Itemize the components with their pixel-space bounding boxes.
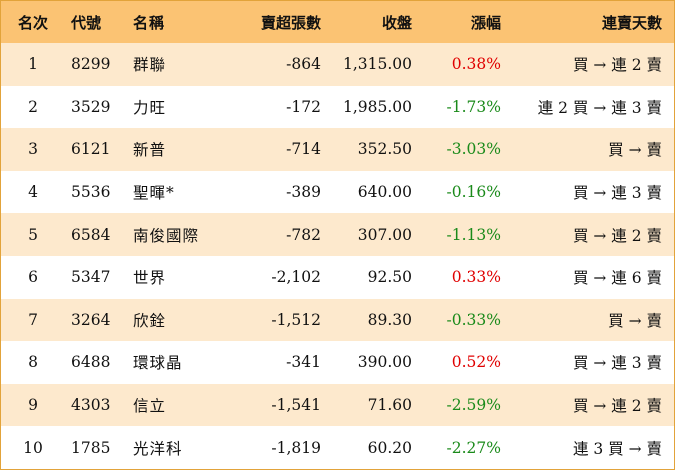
cell-change: -0.16%	[446, 183, 501, 202]
cell-close: 640.00	[357, 183, 412, 202]
cell-net-sell: -341	[286, 353, 321, 372]
table-row: 2 3529 力旺 -172 1,985.00 -1.73% 連 2 買 → 連 3 賣	[1, 85, 674, 129]
cell-rank: 6	[28, 268, 38, 287]
table-row: 5 6584 南俊國際 -782 307.00 -1.13% 買 → 連 2 賣	[1, 213, 674, 256]
cell-rank: 1	[28, 55, 38, 74]
cell-code: 4303	[71, 396, 111, 415]
cell-rank: 9	[28, 396, 38, 415]
cell-change: 0.52%	[451, 353, 501, 372]
cell-close: 60.20	[367, 438, 412, 457]
cell-rank: 7	[28, 310, 38, 329]
cell-rank: 8	[28, 353, 38, 372]
cell-rank: 2	[28, 97, 38, 116]
table-row: 8 6488 環球晶 -341 390.00 0.52% 買 → 連 3 賣	[1, 341, 674, 384]
cell-code: 3529	[71, 97, 111, 116]
cell-rank: 5	[28, 225, 38, 244]
cell-code: 5536	[71, 183, 111, 202]
cell-name: 群聯	[133, 56, 167, 75]
cell-change: -0.33%	[446, 310, 501, 329]
cell-net-sell: -1,819	[271, 438, 321, 457]
cell-streak: 買 → 連 2 賣	[572, 226, 662, 245]
cell-streak: 買 → 連 3 賣	[572, 354, 662, 373]
table-row: 3 6121 新普 -714 352.50 -3.03% 買 → 賣	[1, 128, 674, 171]
cell-name: 欣銓	[133, 311, 167, 330]
table-row: 7 3264 欣銓 -1,512 89.30 -0.33% 買 → 賣	[1, 298, 674, 342]
cell-net-sell: -389	[286, 183, 321, 202]
cell-streak: 買 → 連 3 賣	[572, 184, 662, 203]
cell-close: 1,985.00	[342, 97, 412, 116]
cell-streak: 買 → 連 6 賣	[572, 269, 662, 288]
cell-streak: 連 2 買 → 連 3 賣	[537, 98, 662, 117]
cell-rank: 10	[23, 438, 43, 457]
cell-name: 力旺	[133, 98, 167, 117]
header-code: 代號	[71, 13, 102, 32]
cell-net-sell: -714	[286, 140, 321, 159]
cell-name: 世界	[133, 269, 167, 288]
table-header-row: 名次 代號 名稱 賣超張數 收盤 漲幅 連賣天數	[1, 1, 674, 43]
cell-rank: 4	[28, 183, 38, 202]
table-row: 1 8299 群聯 -864 1,315.00 0.38% 買 → 連 2 賣	[1, 43, 674, 86]
header-close: 收盤	[381, 13, 412, 32]
cell-close: 352.50	[357, 140, 412, 159]
table-row: 10 1785 光洋科 -1,819 60.20 -2.27% 連 3 買 → 賣	[1, 426, 674, 469]
cell-name: 環球晶	[133, 354, 183, 373]
cell-close: 71.60	[367, 396, 412, 415]
cell-change: -2.27%	[446, 438, 501, 457]
cell-code: 6121	[71, 140, 111, 159]
cell-close: 307.00	[357, 225, 412, 244]
cell-name: 聖暉*	[133, 184, 175, 203]
cell-code: 6584	[71, 225, 111, 244]
cell-name: 信立	[133, 397, 167, 416]
cell-close: 1,315.00	[342, 55, 412, 74]
cell-change: -1.73%	[446, 97, 501, 116]
cell-name: 光洋科	[133, 439, 183, 458]
cell-code: 8299	[71, 55, 111, 74]
cell-net-sell: -2,102	[271, 268, 321, 287]
cell-net-sell: -782	[286, 225, 321, 244]
cell-code: 3264	[71, 310, 111, 329]
cell-net-sell: -1,541	[271, 396, 321, 415]
cell-name: 南俊國際	[133, 226, 200, 245]
cell-change: 0.38%	[451, 55, 501, 74]
cell-change: -2.59%	[446, 396, 501, 415]
cell-code: 1785	[71, 438, 111, 457]
table-row: 4 5536 聖暉* -389 640.00 -0.16% 買 → 連 3 賣	[1, 170, 674, 214]
cell-change: -3.03%	[446, 140, 501, 159]
cell-change: -1.13%	[446, 225, 501, 244]
cell-streak: 買 → 連 2 賣	[572, 56, 662, 75]
header-net-sell: 賣超張數	[260, 13, 321, 32]
cell-streak: 買 → 賣	[608, 311, 662, 330]
cell-close: 89.30	[367, 310, 412, 329]
cell-streak: 連 3 買 → 賣	[572, 439, 662, 458]
cell-name: 新普	[133, 141, 167, 160]
cell-change: 0.33%	[451, 268, 501, 287]
cell-code: 5347	[71, 268, 111, 287]
cell-net-sell: -172	[286, 97, 321, 116]
cell-code: 6488	[71, 353, 111, 372]
header-rank: 名次	[17, 13, 48, 32]
header-change: 漲幅	[470, 13, 501, 32]
table-row: 6 5347 世界 -2,102 92.50 0.33% 買 → 連 6 賣	[1, 255, 674, 299]
header-streak: 連賣天數	[601, 13, 662, 32]
header-name: 名稱	[133, 13, 166, 32]
cell-streak: 買 → 連 2 賣	[572, 397, 662, 416]
cell-close: 390.00	[357, 353, 412, 372]
cell-net-sell: -1,512	[271, 310, 321, 329]
cell-streak: 買 → 賣	[608, 141, 662, 160]
cell-close: 92.50	[367, 268, 412, 287]
cell-rank: 3	[28, 140, 38, 159]
table-row: 9 4303 信立 -1,541 71.60 -2.59% 買 → 連 2 賣	[1, 383, 674, 427]
cell-net-sell: -864	[286, 55, 321, 74]
